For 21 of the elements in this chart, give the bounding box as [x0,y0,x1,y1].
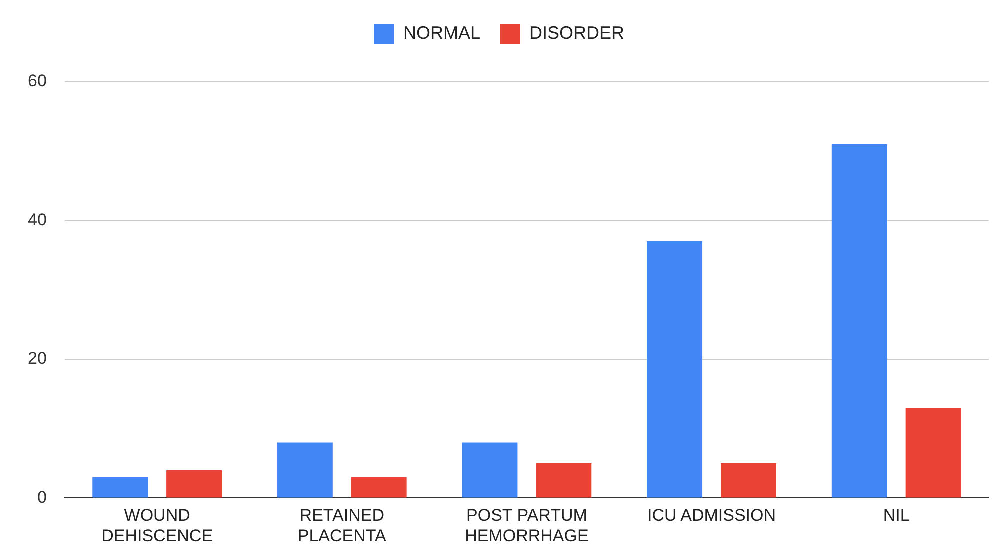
x-tick-label: ICU ADMISSION [648,506,776,526]
y-tick-label: 20 [28,349,47,368]
bar [351,477,407,498]
bar [832,144,888,498]
legend-label: DISORDER [530,22,625,43]
bar [277,442,333,498]
bar [462,442,518,498]
bar [166,470,222,498]
x-tick-label: NIL [883,506,910,526]
x-tick-label: RETAINED PLACENTA [298,506,388,546]
y-tick-label: 0 [37,488,47,507]
bar [721,464,776,498]
x-tick-label: WOUND DEHISCENCE [102,506,214,546]
y-tick-label: 40 [28,210,47,230]
y-tick-label: 60 [28,72,47,91]
bar [647,242,703,498]
legend-label: NORMAL [403,22,481,43]
bar [536,464,592,498]
bar [906,408,962,498]
x-tick-label: POST PARTUM HEMORRHAGE [465,506,589,546]
bar [92,477,148,498]
